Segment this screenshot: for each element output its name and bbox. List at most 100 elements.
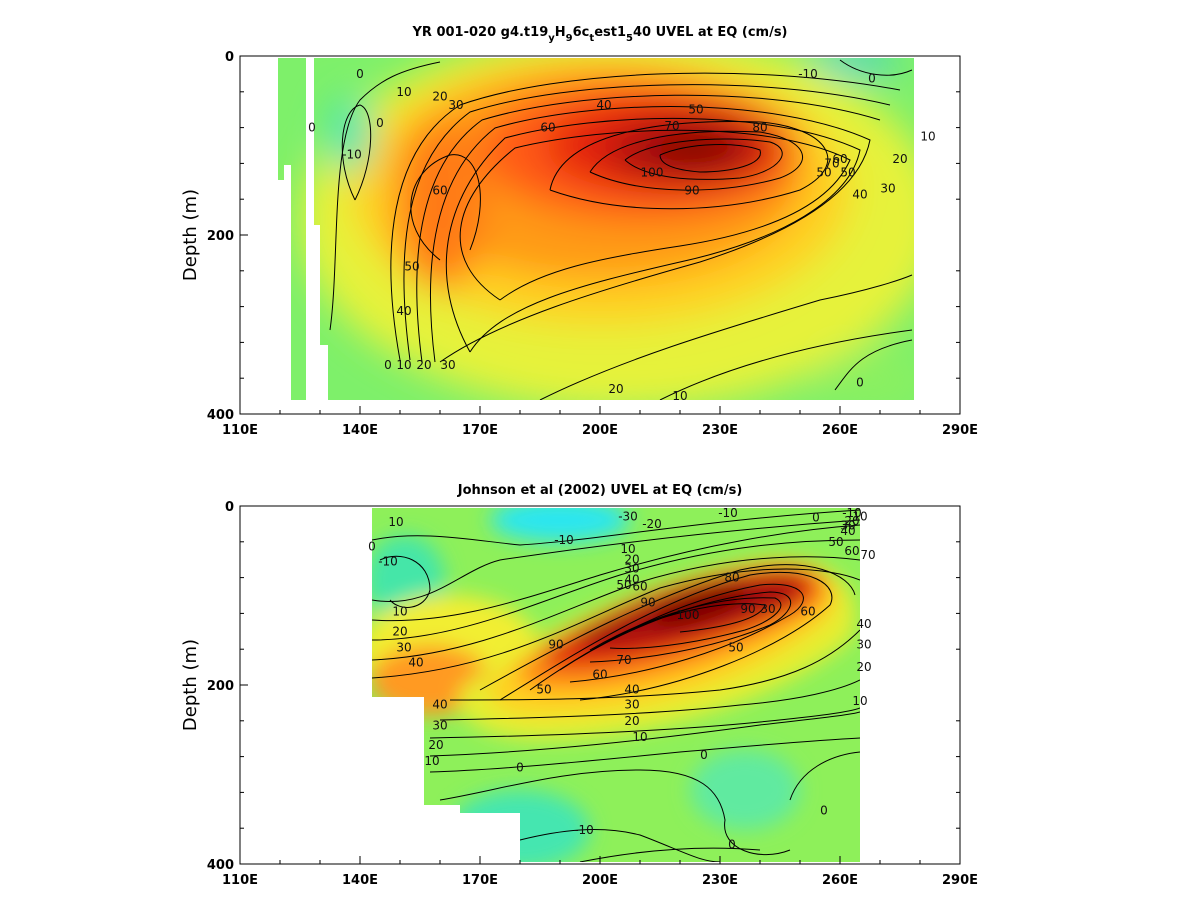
bottom-x-tick-label: 230E bbox=[702, 873, 738, 888]
bottom-contour-label: 40 bbox=[856, 617, 871, 631]
bottom-contour-label: 20 bbox=[392, 624, 407, 638]
top-contour-label: 80 bbox=[752, 121, 767, 135]
top-y-tick-label: 0 bbox=[225, 50, 234, 65]
bottom-contour-label: 30 bbox=[432, 718, 447, 732]
bottom-contour-label: 0 bbox=[368, 539, 376, 553]
top-x-tick-label: 110E bbox=[222, 423, 258, 438]
bottom-contour-label: 20 bbox=[844, 514, 859, 528]
top-x-tick-label: 200E bbox=[582, 423, 618, 438]
bottom-y-axis-label: Depth (m) bbox=[180, 639, 201, 731]
bottom-contour-label: -10 bbox=[574, 823, 594, 837]
bottom-contour-label: 30 bbox=[624, 698, 639, 712]
bottom-contour-label: 50 bbox=[616, 578, 631, 592]
bottom-contour-label: 0 bbox=[516, 760, 524, 774]
top-contour-label: 30 bbox=[448, 98, 463, 112]
top-panel-title: YR 001-020 g4.t19yH96ctest1540 UVEL at E… bbox=[412, 25, 788, 44]
bottom-contour-label: 40 bbox=[624, 572, 639, 586]
bottom-contour-label: -10 bbox=[554, 533, 574, 547]
bottom-panel-title: Johnson et al (2002) UVEL at EQ (cm/s) bbox=[457, 483, 743, 498]
bottom-contour-label: 40 bbox=[432, 698, 447, 712]
top-contour-label: 20 bbox=[416, 358, 431, 372]
top-contour-label: 40 bbox=[852, 188, 867, 202]
title-part-f: t bbox=[589, 33, 594, 44]
top-x-tick-label: 230E bbox=[702, 423, 738, 438]
top-contour-lines bbox=[329, 59, 913, 400]
top-contour-label: 100 bbox=[641, 165, 664, 179]
bottom-contour-label: 10 bbox=[620, 542, 635, 556]
top-contour-label: 10 bbox=[396, 85, 411, 99]
top-contour-label: 70 bbox=[824, 156, 839, 170]
top-y-tick-label: 400 bbox=[207, 408, 234, 423]
bottom-contour-label: -10 bbox=[718, 506, 738, 520]
bottom-contour-label: 90 bbox=[640, 596, 655, 610]
top-contour-label: 60 bbox=[432, 183, 447, 197]
title-part-b: y bbox=[548, 33, 555, 44]
top-contour-label: 40 bbox=[396, 304, 411, 318]
top-contour-label: 0 bbox=[376, 116, 384, 130]
top-contour-label: 20 bbox=[892, 152, 907, 166]
top-contour-label: 50 bbox=[404, 259, 419, 273]
bottom-contour-label: 10 bbox=[632, 730, 647, 744]
bottom-panel: Johnson et al (2002) UVEL at EQ (cm/s) bbox=[180, 483, 978, 888]
title-part-d: 9 bbox=[566, 33, 573, 44]
bottom-contour-label: 30 bbox=[760, 602, 775, 616]
top-x-tick-label: 170E bbox=[462, 423, 498, 438]
title-part-g: est1 bbox=[594, 25, 626, 40]
bottom-contour-label: 70 bbox=[616, 653, 631, 667]
top-contour-label: 50 bbox=[688, 103, 703, 117]
bottom-contour-label: 90 bbox=[548, 638, 563, 652]
top-y-tick-label: 200 bbox=[207, 229, 234, 244]
bottom-contour-labels: -30-20-10-10 0 -10100-10102030401020304050… bbox=[368, 506, 875, 851]
title-part-a: YR 001-020 g4.t19 bbox=[412, 25, 549, 40]
bottom-heatmap bbox=[372, 508, 860, 862]
bottom-contour-label: 50 bbox=[828, 535, 843, 549]
bottom-contour-label: -10 bbox=[842, 506, 862, 520]
top-panel: YR 001-020 g4.t19yH96ctest1540 UVEL at E… bbox=[180, 25, 978, 438]
top-contour-label: 0 bbox=[356, 67, 364, 81]
top-contour-label: 30 bbox=[880, 181, 895, 195]
top-contour-label: 20 bbox=[432, 89, 447, 103]
bottom-contour-label: 30 bbox=[624, 562, 639, 576]
title-part-e: 6c bbox=[573, 25, 590, 40]
bottom-y-tick-label: 0 bbox=[225, 500, 234, 515]
bottom-contour-label: 100 bbox=[677, 608, 700, 622]
bottom-contour-label: 10 bbox=[388, 515, 403, 529]
bottom-contour-label: 10 bbox=[392, 605, 407, 619]
bottom-x-tick-label: 140E bbox=[342, 873, 378, 888]
top-contour-label: 0 bbox=[856, 376, 864, 390]
bottom-contour-label: 30 bbox=[856, 638, 871, 652]
top-heatmap bbox=[270, 58, 914, 400]
bottom-contour-label: 20 bbox=[624, 553, 639, 567]
bottom-y-tick-label: 400 bbox=[207, 858, 234, 873]
top-x-tick-label: 140E bbox=[342, 423, 378, 438]
bottom-contour-label: -10 bbox=[378, 554, 398, 568]
bottom-contour-label: 30 bbox=[840, 519, 855, 533]
top-contour-label: 0 bbox=[384, 358, 392, 372]
top-contour-label: -10 bbox=[342, 147, 362, 161]
bottom-contour-label: 0 bbox=[700, 748, 708, 762]
bottom-contour-label: 60 bbox=[592, 667, 607, 681]
bottom-contour-label: 20 bbox=[624, 714, 639, 728]
top-contour-label: 10 bbox=[920, 130, 935, 144]
top-contour-label: 40 bbox=[596, 98, 611, 112]
bottom-contour-label: 10 bbox=[852, 510, 867, 524]
top-x-tick-label: 260E bbox=[822, 423, 858, 438]
bottom-contour-lines bbox=[372, 509, 860, 862]
top-contour-label: -10 bbox=[798, 67, 818, 81]
bottom-contour-label: 50 bbox=[728, 640, 743, 654]
bottom-contour-label: 10 bbox=[852, 694, 867, 708]
bottom-contour-label: 0 bbox=[812, 511, 820, 525]
bottom-contour-label: 70 bbox=[860, 548, 875, 562]
bottom-contour-label: 10 bbox=[424, 754, 439, 768]
top-contour-label: 50 bbox=[840, 165, 855, 179]
top-y-axis-label: Depth (m) bbox=[180, 189, 201, 281]
bottom-contour-label: 20 bbox=[856, 660, 871, 674]
bottom-contour-label: 30 bbox=[396, 640, 411, 654]
title-part-i: 40 UVEL at EQ (cm/s) bbox=[633, 25, 788, 40]
bottom-contour-label: 60 bbox=[632, 580, 647, 594]
top-contour-label: 90 bbox=[684, 183, 699, 197]
bottom-contour-label: 40 bbox=[840, 524, 855, 538]
